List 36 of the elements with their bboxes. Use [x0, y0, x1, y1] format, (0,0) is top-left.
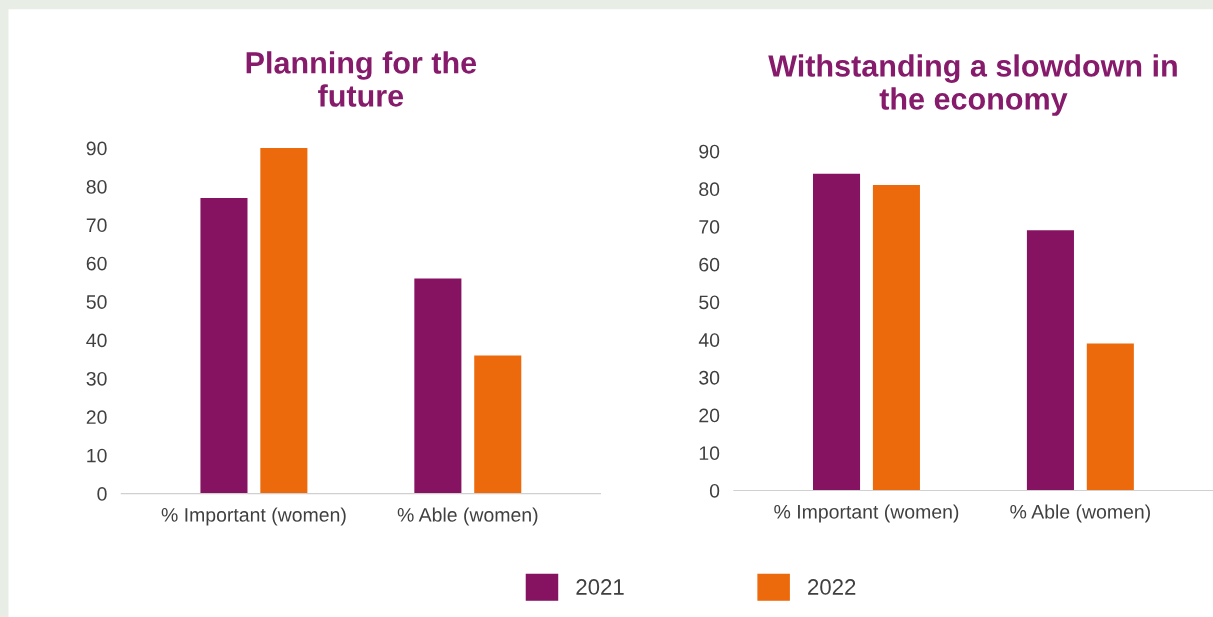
bar	[260, 148, 308, 494]
bar	[414, 278, 462, 494]
y-tick-label: 20	[699, 408, 720, 423]
y-tick-label: 80	[699, 182, 720, 197]
x-tick-label: % Able (women)	[397, 507, 538, 526]
x-tick-label: % Able (women)	[1010, 504, 1150, 523]
y-tick-label: 60	[699, 257, 720, 272]
y-tick-label: 80	[86, 179, 107, 194]
bar	[1026, 230, 1074, 491]
y-tick-label: 90	[699, 144, 720, 159]
y-tick-label: 70	[699, 220, 720, 234]
bar	[813, 173, 861, 491]
chart-title: Planning for the future	[246, 51, 477, 107]
y-tick-label: 70	[86, 218, 107, 233]
y-tick-label: 40	[698, 333, 720, 347]
y-tick-label: 10	[87, 448, 107, 463]
y-tick-label: 90	[86, 141, 107, 156]
y-tick-label: 10	[699, 446, 720, 461]
legend-label: 2021	[576, 579, 624, 595]
y-tick-label: 0	[709, 483, 720, 498]
bar	[474, 355, 522, 494]
legend-label: 2022	[808, 579, 856, 595]
y-tick-label: 50	[86, 295, 107, 309]
y-tick-label: 50	[699, 295, 720, 310]
bar	[200, 197, 248, 494]
x-tick-label: % Important (women)	[161, 507, 346, 526]
x-tick-label: % Important (women)	[774, 504, 959, 523]
bar	[1086, 343, 1134, 491]
chart-title: Withstanding a slowdown in the economy	[768, 54, 1177, 116]
y-tick-label: 40	[86, 333, 107, 348]
y-tick-label: 20	[86, 410, 107, 425]
y-tick-label: 30	[86, 371, 107, 386]
y-tick-label: 0	[97, 487, 107, 501]
y-tick-label: 30	[699, 370, 720, 385]
y-tick-label: 60	[86, 256, 107, 271]
bar	[872, 185, 920, 491]
